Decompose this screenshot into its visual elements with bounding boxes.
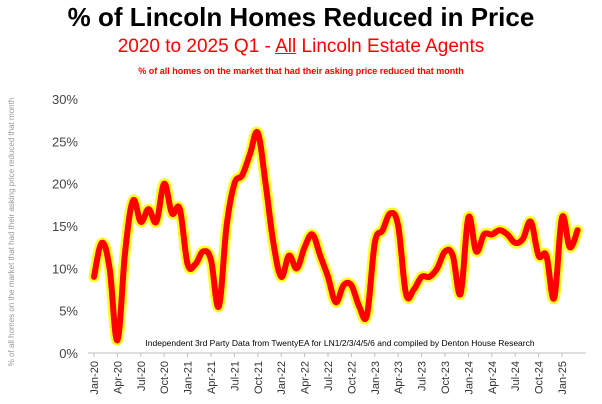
y-tick-label: 20% [52, 177, 78, 192]
y-tick-label: 30% [52, 92, 78, 107]
x-tick-label: Jan-21 [183, 361, 195, 395]
subtitle-part-1: 2020 to 2025 Q1 - [117, 36, 276, 57]
subtitle-underlined-word: All [275, 36, 297, 57]
x-tick-label: Apr-22 [300, 361, 312, 394]
x-tick-label: Jan-24 [463, 361, 475, 395]
series-line [91, 128, 581, 344]
y-tick-label: 10% [52, 261, 78, 276]
tick-labels: 0% 5% 10% 15% 20% 25% 30% Jan-20 Apr-20 Jul-20 Oct… [52, 92, 569, 395]
x-tick-label: Apr-24 [487, 361, 499, 394]
x-tick-label: Jan-22 [276, 361, 288, 395]
x-tick-label: Jul-21 [229, 361, 241, 391]
y-tick-label: 15% [52, 219, 78, 234]
x-tick-label: Oct-24 [534, 361, 546, 394]
x-tick-label: Apr-20 [112, 361, 124, 394]
x-tick-label: Oct-21 [253, 361, 265, 394]
y-tick-label: 5% [59, 304, 78, 319]
x-tick-label: Oct-23 [440, 361, 452, 394]
x-tick-label: Oct-22 [346, 361, 358, 394]
x-tick-label: Jul-24 [510, 361, 522, 391]
x-tick-label: Jul-22 [323, 361, 335, 391]
x-tick-label: Apr-23 [393, 361, 405, 394]
x-tick-label: Jul-23 [417, 361, 429, 391]
y-tick-label: 0% [59, 346, 78, 361]
x-tick-label: Apr-21 [206, 361, 218, 394]
source-annotation: Independent 3rd Party Data from TwentyEA… [145, 338, 534, 348]
x-tick-label: Jan-20 [89, 361, 101, 395]
axes [88, 352, 586, 357]
x-tick-label: Jan-23 [370, 361, 382, 395]
x-tick-label: Jan-25 [557, 361, 569, 395]
x-tick-label: Jul-20 [136, 361, 148, 391]
y-tick-label: 25% [52, 134, 78, 149]
chart-subtitle: 2020 to 2025 Q1 - All Lincoln Estate Age… [0, 36, 602, 58]
chart-title: % of Lincoln Homes Reduced in Price [67, 2, 535, 32]
subtitle-part-2: Lincoln Estate Agents [296, 36, 485, 57]
chart-note: % of all homes on the market that had th… [138, 66, 464, 76]
series-layer [88, 126, 584, 346]
x-tick-label: Oct-20 [159, 361, 171, 394]
